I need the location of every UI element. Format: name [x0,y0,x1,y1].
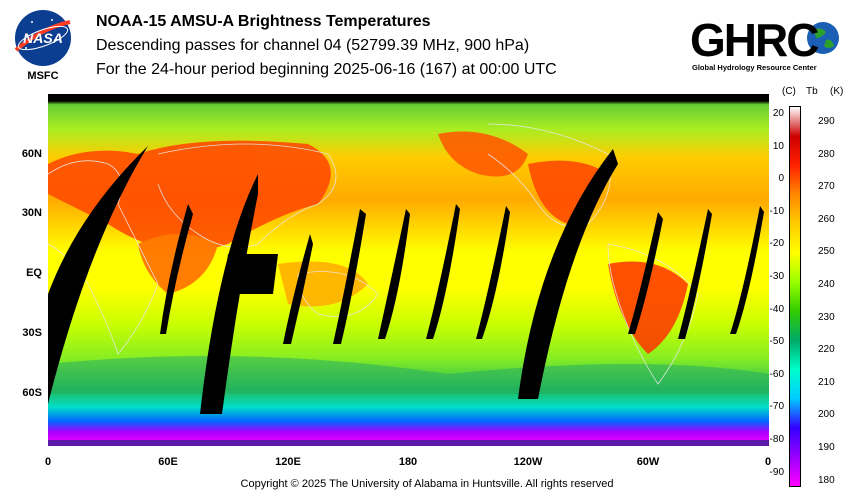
colorbar-tick-k: 270 [818,181,835,193]
colorbar-tick-c: -40 [769,303,784,315]
colorbar-tick-k: 200 [818,409,835,421]
page-title: NOAA-15 AMSU-A Brightness Temperatures [96,13,431,30]
colorbar-tick-k: 260 [818,213,835,225]
lat-label-30s: 30S [22,327,42,339]
lon-label-120w: 120W [513,456,543,468]
ghrc-text: GHRC [690,14,818,66]
copyright-text: Copyright © 2025 The University of Alaba… [240,478,614,490]
colorbar-tick-c: 0 [778,173,784,185]
page-subtitle: Descending passes for channel 04 (52799.… [96,37,530,54]
lon-label-0-east: 0 [764,456,772,468]
colorbar-tick-c: 20 [772,108,784,119]
colorbar-tick-c: -10 [769,205,784,217]
colorbar-tick-k: 190 [818,442,835,453]
brightness-temperature-map [47,94,769,446]
colorbar-tick-c: 10 [772,140,784,152]
title-block: NOAA-15 AMSU-A Brightness Temperatures D… [96,10,557,82]
lat-label-30n: 30N [21,207,42,219]
colorbar-tick-k: 240 [818,279,835,290]
colorbar-tick-k: 180 [818,474,835,486]
lat-label-60n: 60N [21,148,42,160]
lon-label-120e: 120E [275,456,301,468]
colorbar-tick-k: 250 [818,246,835,258]
colorbar-unit-c: (C) [782,86,796,97]
colorbar-unit-tb: Tb [806,86,818,97]
colorbar-tick-c: -80 [769,434,784,445]
lon-label-60w: 60W [636,456,660,468]
nasa-logo: NASA MSFC [12,8,74,84]
lat-label-60s: 60S [22,387,42,399]
lon-label-60e: 60E [158,456,178,468]
colorbar-tick-c: -20 [769,238,784,250]
nasa-text: NASA [23,30,63,46]
colorbar-tick-c: -30 [769,271,784,282]
colorbar-tick-c: -70 [769,401,784,413]
nasa-caption: MSFC [27,70,59,82]
colorbar-tick-k: 230 [818,311,835,323]
lat-label-eq: EQ [26,267,42,279]
colorbar-unit-k: (K) [830,86,844,97]
colorbar-tick-c: -50 [769,336,784,348]
lon-label-180: 180 [398,456,418,468]
colorbar-tick-k: 280 [818,148,835,160]
period-text: For the 24-hour period beginning 2025-06… [96,61,557,78]
colorbar-tick-k: 220 [818,344,835,356]
colorbar-tick-k: 210 [818,376,835,388]
colorbar [789,106,801,487]
ghrc-logo: GHRC Global Hydrology Resource Center [690,8,850,78]
colorbar-tick-c: -90 [769,466,784,478]
lon-label-0-west: 0 [44,456,52,468]
map-svg [47,94,769,446]
colorbar-tick-c: -60 [769,368,784,380]
ghrc-caption: Global Hydrology Resource Center [692,63,817,72]
colorbar-tick-k: 290 [818,116,835,127]
